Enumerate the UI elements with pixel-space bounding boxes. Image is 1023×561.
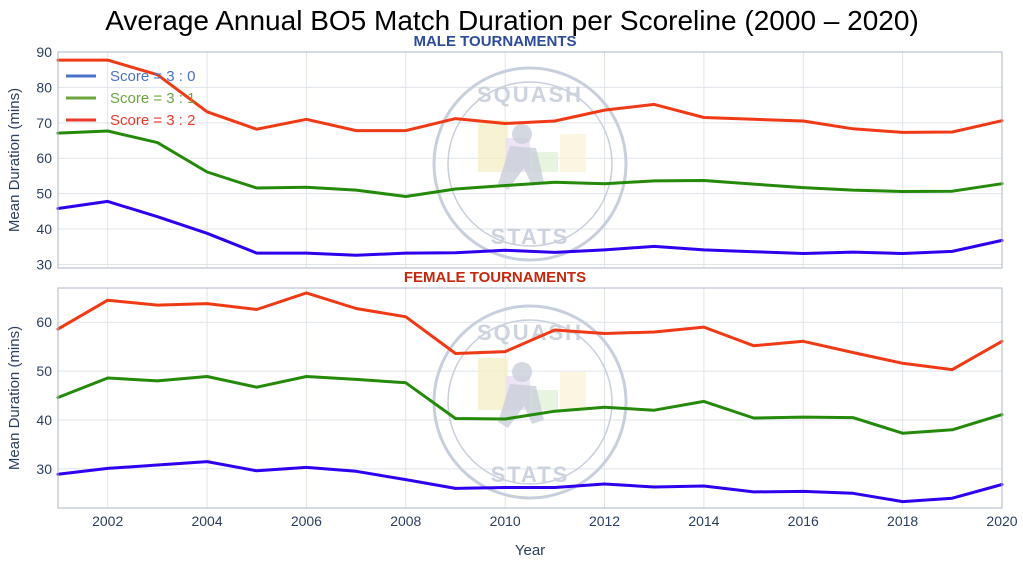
female-y-tick-label: 40: [36, 412, 52, 428]
x-tick-label: 2004: [191, 513, 222, 529]
watermark-bar: [478, 120, 508, 172]
x-tick-label: 2020: [986, 513, 1017, 529]
legend-label-score-3-2: Score = 3 : 2: [110, 112, 195, 129]
male-series-score-3-1: [56, 129, 1004, 198]
female-series-score-3-2: [56, 291, 1004, 372]
x-tick-label: 2018: [887, 513, 918, 529]
x-tick-label: 2016: [788, 513, 819, 529]
watermark-player-head: [512, 362, 532, 382]
watermark-bar: [478, 358, 508, 410]
female-y-tick-label: 50: [36, 363, 52, 379]
male-panel: SQUASH STATS 30 40 50 60 70 80 90 MALE TOURNAME…: [6, 33, 1004, 272]
male-series-score-3-0: [56, 199, 1004, 257]
male-y-tick-label: 40: [36, 221, 52, 237]
male-y-tick-label: 70: [36, 115, 52, 131]
male-y-tick-label: 50: [36, 186, 52, 202]
female-y-ticks: 30 40 50 60: [36, 314, 52, 477]
x-tick-label: 2006: [291, 513, 322, 529]
watermark-text-bottom: STATS: [491, 462, 570, 487]
chart-title: Average Annual BO5 Match Duration per Sc…: [105, 5, 919, 36]
male-series: [56, 58, 1004, 257]
x-tick-label: 2002: [92, 513, 123, 529]
legend-item-score-3-2: Score = 3 : 2: [66, 112, 195, 129]
x-tick-label: 2014: [688, 513, 719, 529]
legend-item-score-3-0: Score = 3 : 0: [66, 68, 195, 85]
male-subtitle: MALE TOURNAMENTS: [413, 33, 576, 50]
male-y-axis-label: Mean Duration (mins): [6, 88, 23, 232]
x-tick-label: 2008: [390, 513, 421, 529]
watermark-player-head: [512, 124, 532, 144]
watermark-outer-ring: [432, 66, 628, 262]
female-series-score-3-0: [56, 460, 1004, 504]
x-tick-label: 2012: [589, 513, 620, 529]
legend: Score = 3 : 0 Score = 3 : 1 Score = 3 : …: [66, 68, 195, 129]
watermark-inner-ring: [447, 81, 613, 247]
female-series-score-3-1: [56, 375, 1004, 435]
watermark-player-icon: [498, 146, 544, 190]
male-y-tick-label: 80: [36, 79, 52, 95]
female-subtitle: FEMALE TOURNAMENTS: [404, 269, 586, 286]
male-watermark: SQUASH STATS: [432, 66, 628, 262]
watermark-bar: [560, 372, 586, 410]
legend-label-score-3-0: Score = 3 : 0: [110, 68, 195, 85]
watermark-text-bottom: STATS: [491, 224, 570, 249]
legend-label-score-3-1: Score = 3 : 1: [110, 90, 195, 107]
female-y-tick-label: 60: [36, 314, 52, 330]
female-plot-frame: [57, 287, 1003, 509]
x-axis-label: Year: [515, 542, 545, 559]
male-plot-frame: [57, 51, 1003, 269]
male-y-tick-label: 30: [36, 256, 52, 272]
x-ticks: 2002 2004 2006 2008 2010 2012 2014 2016 2018 2020: [92, 513, 1018, 529]
watermark-bar: [560, 134, 586, 172]
watermark-inner-ring: [447, 319, 613, 485]
male-y-tick-label: 60: [36, 150, 52, 166]
female-y-tick-label: 30: [36, 461, 52, 477]
watermark-text-top: SQUASH: [477, 82, 583, 107]
female-y-axis-label: Mean Duration (mins): [6, 326, 23, 470]
female-series: [56, 291, 1004, 504]
x-tick-label: 2010: [490, 513, 521, 529]
male-series-score-3-2: [56, 58, 1004, 134]
male-y-tick-label: 90: [36, 44, 52, 60]
male-y-ticks: 30 40 50 60 70 80 90: [36, 44, 52, 272]
legend-item-score-3-1: Score = 3 : 1: [66, 90, 195, 107]
